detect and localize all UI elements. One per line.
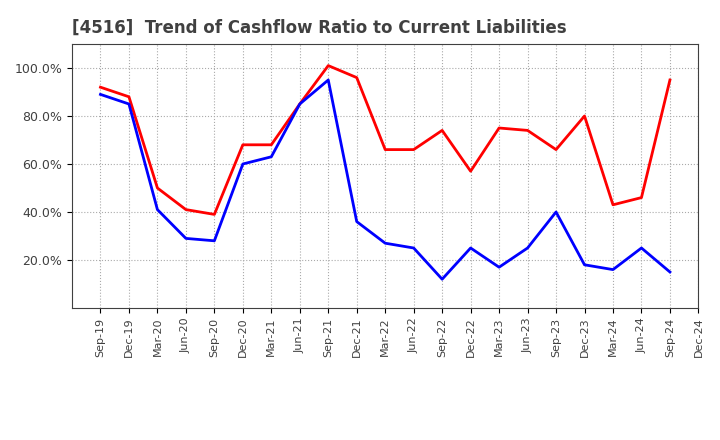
Text: [4516]  Trend of Cashflow Ratio to Current Liabilities: [4516] Trend of Cashflow Ratio to Curren… bbox=[72, 19, 567, 37]
Free CF to Current Liabilities bbox=[608, 267, 617, 272]
Operating CF to Current Liabilities bbox=[495, 125, 503, 131]
Free CF to Current Liabilities bbox=[153, 207, 162, 212]
Free CF to Current Liabilities bbox=[210, 238, 219, 243]
Free CF to Current Liabilities bbox=[467, 246, 475, 251]
Operating CF to Current Liabilities bbox=[238, 142, 247, 147]
Operating CF to Current Liabilities bbox=[637, 195, 646, 200]
Operating CF to Current Liabilities bbox=[381, 147, 390, 152]
Operating CF to Current Liabilities bbox=[523, 128, 532, 133]
Operating CF to Current Liabilities bbox=[267, 142, 276, 147]
Free CF to Current Liabilities bbox=[324, 77, 333, 83]
Line: Operating CF to Current Liabilities: Operating CF to Current Liabilities bbox=[101, 66, 670, 214]
Operating CF to Current Liabilities bbox=[665, 77, 674, 83]
Operating CF to Current Liabilities bbox=[410, 147, 418, 152]
Free CF to Current Liabilities bbox=[495, 264, 503, 270]
Operating CF to Current Liabilities bbox=[181, 207, 190, 212]
Free CF to Current Liabilities bbox=[181, 236, 190, 241]
Free CF to Current Liabilities bbox=[238, 161, 247, 167]
Operating CF to Current Liabilities bbox=[352, 75, 361, 80]
Free CF to Current Liabilities bbox=[410, 246, 418, 251]
Free CF to Current Liabilities bbox=[438, 277, 446, 282]
Free CF to Current Liabilities bbox=[96, 92, 105, 97]
Line: Free CF to Current Liabilities: Free CF to Current Liabilities bbox=[101, 80, 670, 279]
Free CF to Current Liabilities bbox=[295, 101, 304, 106]
Operating CF to Current Liabilities bbox=[552, 147, 560, 152]
Free CF to Current Liabilities bbox=[637, 246, 646, 251]
Free CF to Current Liabilities bbox=[267, 154, 276, 159]
Operating CF to Current Liabilities bbox=[608, 202, 617, 207]
Free CF to Current Liabilities bbox=[580, 262, 589, 268]
Operating CF to Current Liabilities bbox=[96, 84, 105, 90]
Free CF to Current Liabilities bbox=[381, 241, 390, 246]
Operating CF to Current Liabilities bbox=[153, 185, 162, 191]
Operating CF to Current Liabilities bbox=[580, 114, 589, 119]
Operating CF to Current Liabilities bbox=[438, 128, 446, 133]
Free CF to Current Liabilities bbox=[552, 209, 560, 215]
Free CF to Current Liabilities bbox=[523, 246, 532, 251]
Free CF to Current Liabilities bbox=[665, 269, 674, 275]
Operating CF to Current Liabilities bbox=[295, 101, 304, 106]
Operating CF to Current Liabilities bbox=[324, 63, 333, 68]
Operating CF to Current Liabilities bbox=[125, 94, 133, 99]
Operating CF to Current Liabilities bbox=[467, 169, 475, 174]
Free CF to Current Liabilities bbox=[125, 101, 133, 106]
Free CF to Current Liabilities bbox=[352, 219, 361, 224]
Operating CF to Current Liabilities bbox=[210, 212, 219, 217]
